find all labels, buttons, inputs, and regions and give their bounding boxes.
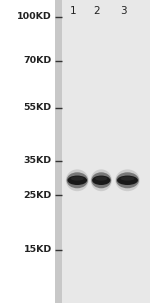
Text: 1: 1 (69, 5, 76, 16)
Ellipse shape (91, 172, 111, 188)
Text: 70KD: 70KD (24, 56, 52, 65)
Ellipse shape (66, 169, 89, 191)
Ellipse shape (71, 177, 84, 181)
Ellipse shape (115, 169, 140, 191)
Ellipse shape (67, 172, 88, 188)
Ellipse shape (116, 172, 139, 188)
Ellipse shape (95, 177, 107, 181)
Bar (0, 0, 55, 303)
Text: 35KD: 35KD (24, 156, 52, 165)
Ellipse shape (92, 175, 110, 185)
Text: 3: 3 (120, 5, 126, 16)
Bar (62, 0, 150, 303)
Text: 25KD: 25KD (24, 191, 52, 200)
Ellipse shape (121, 177, 135, 181)
Text: 2: 2 (93, 5, 100, 16)
Ellipse shape (117, 175, 138, 185)
Ellipse shape (68, 175, 87, 185)
Text: 55KD: 55KD (24, 103, 52, 112)
Ellipse shape (91, 169, 112, 191)
Text: 15KD: 15KD (24, 245, 52, 255)
Text: 100KD: 100KD (17, 12, 52, 21)
